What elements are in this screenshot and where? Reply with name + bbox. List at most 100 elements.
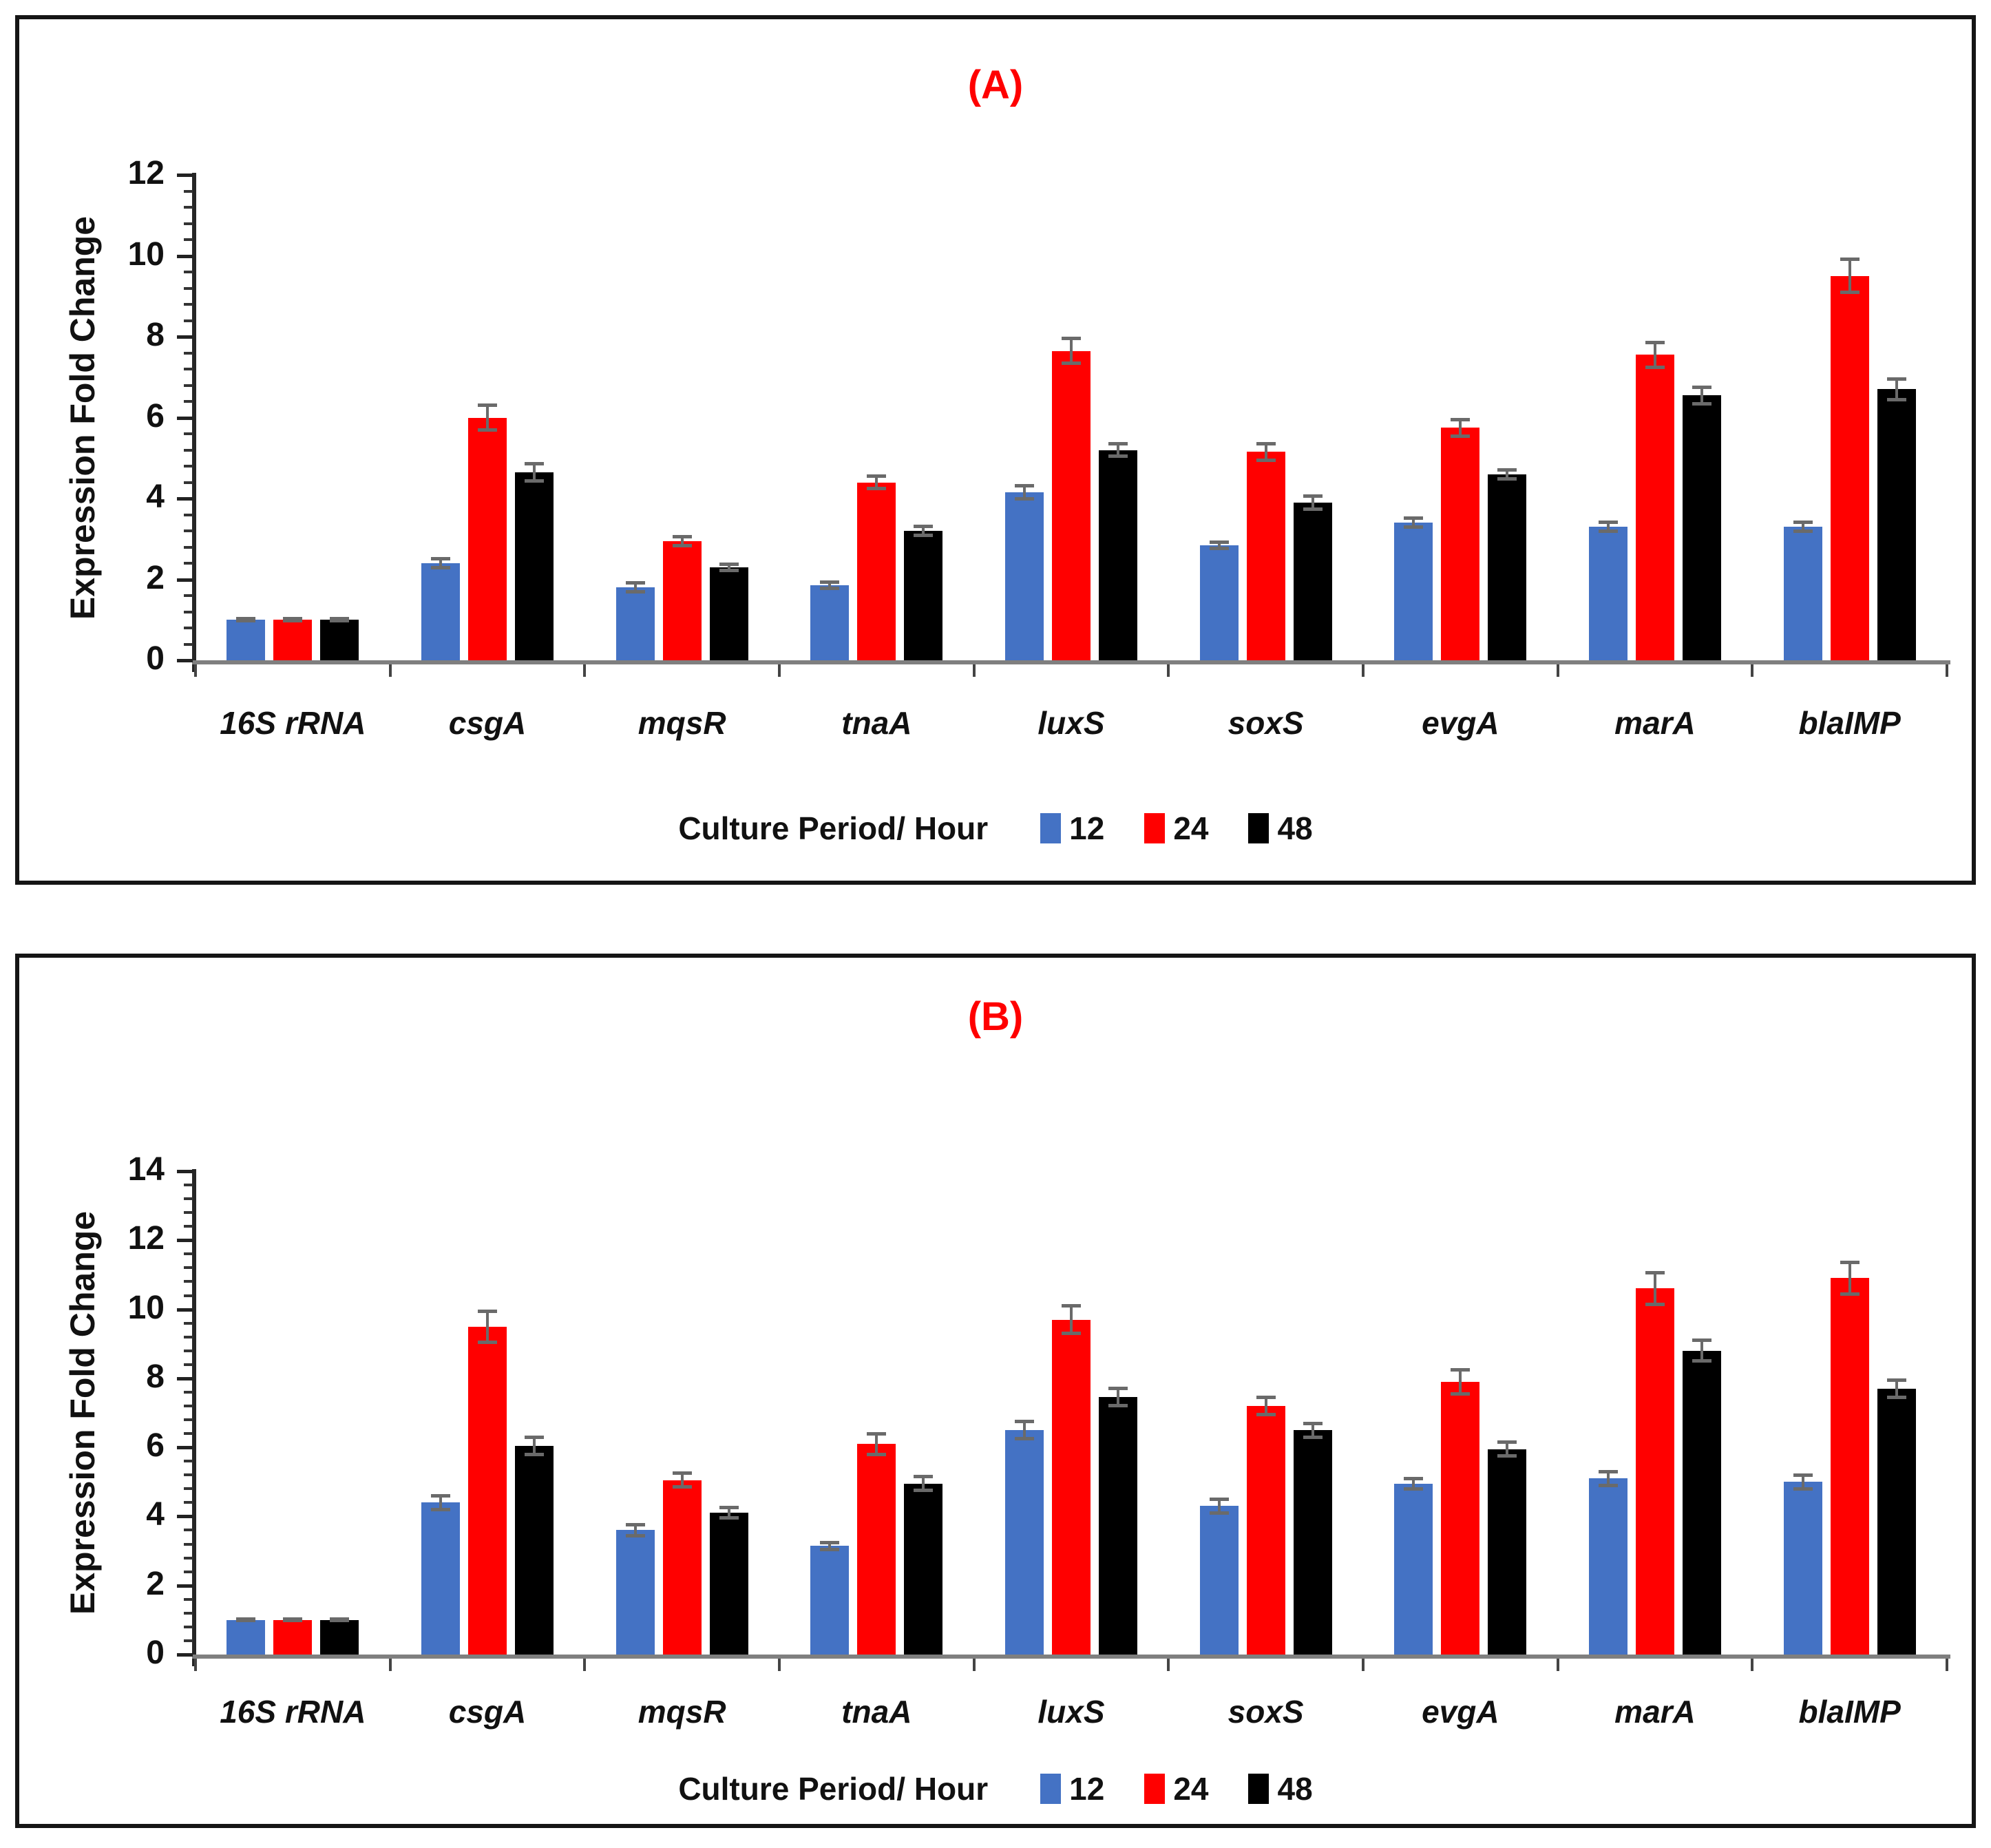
bar-16SrRNA-12 (227, 620, 266, 660)
y-minor-tick (184, 1432, 193, 1436)
error-bar (236, 1617, 256, 1623)
error-bar-line (633, 1523, 637, 1537)
error-bar (1497, 1440, 1517, 1458)
error-bar-cap-bottom (625, 590, 645, 594)
error-bar-cap-bottom (820, 587, 840, 591)
y-minor-tick (184, 1639, 193, 1642)
y-major-tick (177, 254, 193, 258)
error-bar (1404, 516, 1424, 529)
error-bar-cap-bottom (719, 1516, 739, 1520)
y-minor-tick (184, 448, 193, 452)
legend-label-48: 48 (1277, 810, 1313, 846)
error-bar-cap-top (1209, 540, 1229, 544)
error-bar-cap-bottom (1256, 1413, 1276, 1416)
y-minor-tick (184, 189, 193, 193)
error-bar-cap-top (1404, 516, 1424, 521)
bar-blaIMP-24 (1830, 1278, 1869, 1655)
error-bar-cap-bottom (1793, 529, 1813, 533)
error-bar (478, 1309, 497, 1344)
error-bar-line (875, 474, 878, 491)
error-bar-cap-top (431, 1493, 450, 1498)
error-bar-line (828, 1540, 832, 1551)
x-boundary-tick (778, 1659, 781, 1671)
error-bar-cap-top (525, 1435, 544, 1439)
error-bar (867, 1431, 887, 1456)
bar-csgA-48 (515, 1445, 554, 1655)
error-bar-line (533, 462, 536, 483)
error-bar-cap-top (1645, 340, 1665, 344)
error-bar (1062, 337, 1081, 366)
y-tick-label: 2 (146, 1565, 165, 1602)
panel-a-title: (A) (967, 63, 1024, 107)
y-tick-label: 10 (127, 235, 165, 273)
y-tick-label: 6 (146, 397, 165, 434)
y-tick-label: 4 (146, 479, 165, 515)
error-bar (1840, 258, 1860, 295)
bar-tnaA-48 (904, 1483, 943, 1655)
y-minor-tick (184, 286, 193, 290)
error-bar (330, 617, 350, 623)
error-bar-cap-top (820, 580, 840, 585)
legend-item-24: 24 (1144, 1770, 1208, 1807)
error-bar (1692, 1338, 1711, 1363)
error-bar (820, 1540, 840, 1551)
error-bar-cap-bottom (330, 1619, 350, 1623)
legend-label-12: 12 (1069, 1771, 1105, 1807)
y-tick-label: 0 (146, 1635, 165, 1671)
error-bar-line (1506, 468, 1509, 481)
category-label: soxS (1228, 705, 1304, 741)
bar-csgA-24 (468, 417, 507, 660)
error-bar-line (727, 1506, 730, 1520)
x-boundary-tick (1751, 664, 1754, 677)
x-boundary-tick (583, 664, 587, 677)
error-bar-cap-bottom (914, 533, 934, 537)
error-bar (1886, 377, 1906, 401)
error-bar-cap-top (1497, 1440, 1517, 1445)
error-bar-line (1895, 1378, 1898, 1399)
bar-soxS-48 (1293, 502, 1332, 660)
error-bar-cap-top (1840, 258, 1860, 262)
error-bar (1108, 1387, 1128, 1408)
bar-mqsR-24 (662, 1480, 702, 1655)
error-bar-cap-bottom (1692, 1359, 1711, 1363)
y-tick-label: 8 (146, 317, 165, 353)
y-minor-tick (184, 594, 193, 597)
error-bar-cap-bottom (867, 487, 887, 491)
error-bar (1209, 1497, 1229, 1515)
error-bar-cap-bottom (283, 1619, 303, 1623)
error-bar (1599, 1469, 1618, 1487)
error-bar-line (875, 1431, 878, 1456)
error-bar (283, 617, 303, 623)
y-minor-tick (184, 1184, 193, 1187)
y-minor-tick (184, 545, 193, 549)
error-bar-cap-top (1599, 1469, 1618, 1473)
error-bar-cap-top (672, 534, 692, 538)
error-bar-cap-top (820, 1540, 840, 1544)
bar-luxS-24 (1052, 1319, 1091, 1655)
y-minor-tick (184, 1487, 193, 1491)
y-major-tick (177, 1239, 193, 1243)
error-bar (1015, 1420, 1034, 1441)
error-bar-cap-top (867, 474, 887, 478)
bar-evgA-48 (1488, 474, 1527, 660)
legend-label-24: 24 (1173, 1771, 1209, 1807)
y-major-tick (177, 416, 193, 420)
error-bar-line (1506, 1440, 1509, 1458)
y-tick-label: 12 (127, 1220, 165, 1257)
error-bar-cap-bottom (1692, 401, 1711, 406)
error-bar-cap-top (1303, 494, 1323, 498)
legend-b: Culture Period/ Hour 12 24 48 (19, 1770, 1972, 1807)
bar-soxS-12 (1199, 545, 1239, 660)
error-bar-line (1311, 494, 1314, 511)
y-major-tick (177, 335, 193, 339)
error-bar-cap-top (914, 1475, 934, 1479)
error-bar (1840, 1261, 1860, 1296)
error-bar-cap-bottom (1404, 1487, 1424, 1491)
y-major-tick (177, 1653, 193, 1657)
error-bar-cap-top (867, 1431, 887, 1436)
y-minor-tick (184, 368, 193, 370)
error-bar-line (1117, 441, 1119, 459)
error-bar-cap-top (1108, 1387, 1128, 1391)
error-bar-cap-top (1062, 1304, 1081, 1308)
error-bar-cap-bottom (525, 1452, 544, 1456)
